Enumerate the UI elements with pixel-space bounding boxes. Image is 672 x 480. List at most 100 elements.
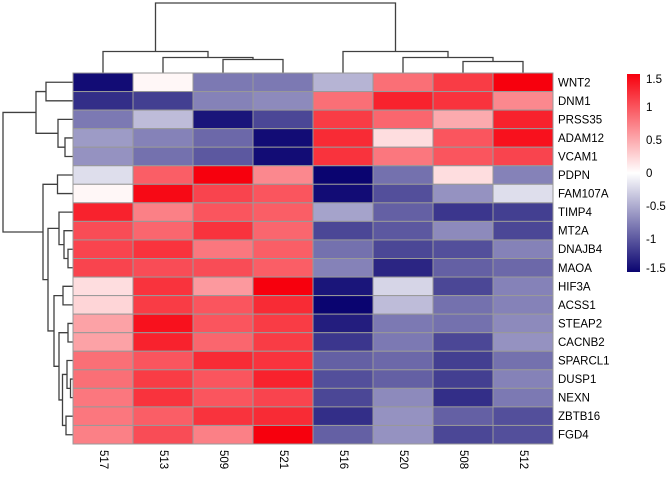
heatmap-cell: [252, 406, 314, 426]
heatmap-cell: [312, 183, 374, 204]
heatmap-cell: [312, 276, 374, 297]
heatmap-cell: [192, 424, 254, 445]
heatmap-cell: [312, 165, 374, 185]
heatmap-cell: [72, 387, 134, 408]
sample-label: 508: [457, 450, 469, 469]
color-scale-bar: [627, 74, 640, 272]
heatmap-cell: [432, 332, 494, 352]
heatmap-cell: [432, 220, 494, 241]
heatmap-cell: [132, 295, 194, 315]
heatmap-cell: [72, 239, 134, 259]
heatmap-cell: [192, 239, 254, 259]
heatmap-cell: [312, 387, 374, 408]
heatmap-cell: [252, 313, 314, 334]
heatmap-cell: [372, 258, 434, 278]
heatmap-cell: [312, 369, 374, 389]
dendrogram-branch: [45, 81, 73, 102]
sample-label: 516: [337, 450, 349, 469]
row-dendrogram: [2, 81, 73, 436]
heatmap-cell: [492, 258, 554, 278]
color-scale-legend: 1.5 1 0.5 0 -0.5 -1 -1.5: [627, 74, 666, 275]
heatmap-cell: [312, 91, 374, 111]
heatmap-cell: [192, 313, 254, 334]
heatmap-cell: [72, 202, 134, 222]
heatmap-cell: [132, 91, 194, 111]
heatmap-cell: [432, 239, 494, 259]
sample-label: 517: [97, 450, 109, 469]
gene-label: DUSP1: [558, 374, 596, 386]
dendrogram-branch: [64, 137, 73, 158]
heatmap-cell: [72, 350, 134, 371]
heatmap-cell: [192, 128, 254, 148]
gene-label: VCAM1: [558, 151, 598, 163]
heatmap-cell: [132, 165, 194, 185]
heatmap-cell: [192, 165, 254, 185]
heatmap-cell: [432, 406, 494, 426]
gene-label: PDPN: [558, 170, 590, 182]
heatmap-cell: [132, 424, 194, 445]
heatmap-cell: [492, 387, 554, 408]
heatmap-cell: [492, 220, 554, 241]
heatmap-cell: [312, 332, 374, 352]
gene-label: NEXN: [558, 393, 590, 405]
dendrogram-branch: [62, 285, 73, 306]
heatmap-cell: [312, 295, 374, 315]
heatmap-cell: [132, 202, 194, 222]
heatmap-cell: [132, 276, 194, 297]
heatmap-cell: [72, 220, 134, 241]
gene-labels: WNT2 DNM1 PRSS35 ADAM12 VCAM1 PDPN FAM107A TIMP…: [558, 77, 610, 441]
heatmap-cell: [252, 369, 314, 389]
heatmap-cell: [432, 276, 494, 297]
heatmap-cell: [492, 313, 554, 334]
heatmap-cell: [252, 424, 314, 445]
heatmap-cell: [72, 295, 134, 315]
dendrogram-branch: [67, 248, 73, 269]
gene-label: HIF3A: [558, 281, 591, 293]
heatmap-cell: [192, 350, 254, 371]
gene-label: ZBTB16: [558, 411, 600, 423]
dendrogram-branch: [56, 174, 73, 195]
heatmap-cell: [492, 276, 554, 297]
gene-label: TIMP4: [558, 207, 592, 219]
heatmap-cell: [432, 424, 494, 445]
sample-label: 513: [157, 450, 169, 469]
heatmap-cell: [492, 295, 554, 315]
heatmap-cell: [432, 183, 494, 204]
color-scale-tick-label: 1: [646, 102, 652, 114]
heatmap-cell: [192, 295, 254, 315]
gene-label: SPARCL1: [558, 356, 610, 368]
heatmap-cell: [72, 332, 134, 352]
heatmap-cell: [492, 128, 554, 148]
heatmap-cell: [192, 91, 254, 111]
heatmap-cell: [372, 276, 434, 297]
dendrogram-branch: [222, 58, 284, 73]
heatmap-cell: [492, 72, 554, 93]
heatmap-cell: [192, 406, 254, 426]
heatmap-cell: [432, 258, 494, 278]
gene-label: STEAP2: [558, 318, 602, 330]
heatmap-cell: [372, 350, 434, 371]
dendrogram-branch: [102, 50, 209, 73]
dendrogram-branch: [462, 60, 524, 73]
heatmap-cell: [132, 109, 194, 130]
heatmap-cell: [492, 406, 554, 426]
heatmap-cell: [312, 258, 374, 278]
heatmap-cell: [72, 91, 134, 111]
heatmap-cell: [492, 183, 554, 204]
heatmap-cell: [312, 406, 374, 426]
heatmap-cell: [192, 146, 254, 167]
gene-label: DNM1: [558, 96, 591, 108]
heatmap-cell: [252, 91, 314, 111]
color-scale-tick-label: 1.5: [646, 74, 662, 86]
heatmap-cell: [492, 202, 554, 222]
color-scale-tick-label: 0.5: [646, 135, 662, 147]
sample-label: 509: [217, 450, 229, 469]
heatmap-grid: [72, 72, 554, 445]
heatmap-cell: [432, 165, 494, 185]
heatmap-cell: [132, 406, 194, 426]
heatmap-cell: [372, 165, 434, 185]
gene-label: FAM107A: [558, 189, 609, 201]
heatmap-cell: [372, 146, 434, 167]
